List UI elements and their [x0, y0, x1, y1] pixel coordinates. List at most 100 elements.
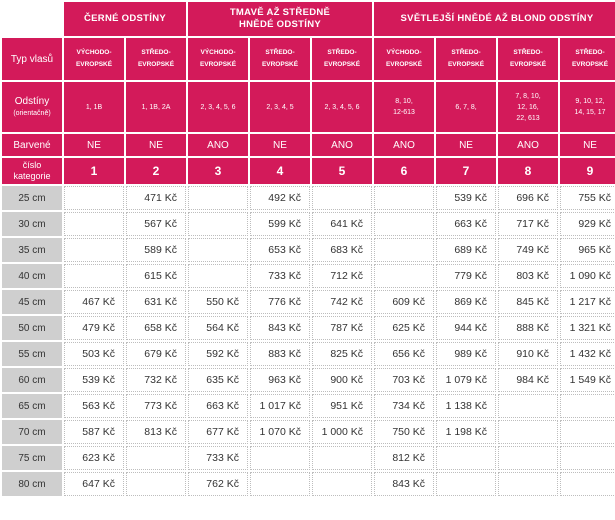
- hair-type-cell-4: STŘEDO- EVROPSKÉ: [250, 38, 310, 80]
- price-cell: 677 Kč: [188, 420, 248, 444]
- price-cell: 750 Kč: [374, 420, 435, 444]
- price-cell: 717 Kč: [498, 212, 559, 236]
- price-cell: [374, 186, 435, 210]
- length-cell: 30 cm: [2, 212, 62, 236]
- hair-type-cell-3: VÝCHODO- EVROPSKÉ: [188, 38, 248, 80]
- category-cell-4: 4: [250, 158, 310, 184]
- price-cell: [560, 420, 615, 444]
- price-cell: 910 Kč: [498, 342, 559, 366]
- shades-note: (orientačně): [13, 109, 51, 117]
- price-cell: 492 Kč: [250, 186, 310, 210]
- table-row: 80 cm 647 Kč 762 Kč 843 Kč: [2, 472, 615, 496]
- dyed-cell-9: NE: [560, 134, 615, 156]
- length-cell: 45 cm: [2, 290, 62, 314]
- dyed-cell-5: ANO: [312, 134, 373, 156]
- price-cell: [312, 186, 373, 210]
- price-cell: 539 Kč: [64, 368, 124, 392]
- price-cell: 663 Kč: [436, 212, 497, 236]
- shades-row: Odstíny (orientačně) 1, 1B 1, 1B, 2A 2, 3, …: [2, 82, 615, 132]
- category-cell-8: 8: [498, 158, 559, 184]
- group-light-brown-blond: SVĚTLEJŠÍ HNĚDÉ AŽ BLOND ODSTÍNY: [374, 2, 615, 36]
- table-row: 55 cm 503 Kč 679 Kč 592 Kč 883 Kč 825 Kč 656 K…: [2, 342, 615, 366]
- price-cell: [312, 446, 373, 470]
- price-cell: [250, 446, 310, 470]
- price-cell: 755 Kč: [560, 186, 615, 210]
- table-row: 25 cm 471 Kč 492 Kč 539 Kč 696 Kč 755 Kč: [2, 186, 615, 210]
- price-cell: 1 000 Kč: [312, 420, 373, 444]
- price-cell: 592 Kč: [188, 342, 248, 366]
- price-cell: 1 079 Kč: [436, 368, 497, 392]
- price-cell: 733 Kč: [188, 446, 248, 470]
- price-cell: 550 Kč: [188, 290, 248, 314]
- price-cell: 845 Kč: [498, 290, 559, 314]
- table-row: 70 cm 587 Kč 813 Kč 677 Kč 1 070 Kč 1 000 Kč 7…: [2, 420, 615, 444]
- price-cell: 623 Kč: [64, 446, 124, 470]
- price-cell: 1 070 Kč: [250, 420, 310, 444]
- price-cell: 1 432 Kč: [560, 342, 615, 366]
- price-cell: 647 Kč: [64, 472, 124, 496]
- price-cell: [498, 394, 559, 418]
- price-cell: 656 Kč: [374, 342, 435, 366]
- price-cell: 742 Kč: [312, 290, 373, 314]
- hair-type-cell-6: VÝCHODO- EVROPSKÉ: [374, 38, 435, 80]
- price-cell: [560, 472, 615, 496]
- shades-label: Odstíny: [14, 95, 50, 107]
- price-cell: [126, 472, 186, 496]
- category-cell-9: 9: [560, 158, 615, 184]
- price-cell: [374, 238, 435, 262]
- table-row: 65 cm 563 Kč 773 Kč 663 Kč 1 017 Kč 951 Kč 734…: [2, 394, 615, 418]
- length-cell: 60 cm: [2, 368, 62, 392]
- price-cell: 779 Kč: [436, 264, 497, 288]
- price-cell: 843 Kč: [374, 472, 435, 496]
- price-cell: [250, 472, 310, 496]
- price-cell: 567 Kč: [126, 212, 186, 236]
- hair-type-cell-7: STŘEDO- EVROPSKÉ: [436, 38, 497, 80]
- price-cell: 703 Kč: [374, 368, 435, 392]
- price-cell: 587 Kč: [64, 420, 124, 444]
- hair-type-cell-1: VÝCHODO- EVROPSKÉ: [64, 38, 124, 80]
- price-cell: 773 Kč: [126, 394, 186, 418]
- price-cell: 883 Kč: [250, 342, 310, 366]
- table-row: 35 cm 589 Kč 653 Kč 683 Kč 689 Kč 749 Kč 965 K…: [2, 238, 615, 262]
- price-cell: 1 138 Kč: [436, 394, 497, 418]
- price-cell: [374, 264, 435, 288]
- price-cell: 635 Kč: [188, 368, 248, 392]
- price-cell: 589 Kč: [126, 238, 186, 262]
- price-cell: 631 Kč: [126, 290, 186, 314]
- price-cell: 563 Kč: [64, 394, 124, 418]
- price-cell: 679 Kč: [126, 342, 186, 366]
- price-cell: 812 Kč: [374, 446, 435, 470]
- price-cell: [64, 264, 124, 288]
- price-cell: 963 Kč: [250, 368, 310, 392]
- price-cell: 984 Kč: [498, 368, 559, 392]
- price-cell: [498, 446, 559, 470]
- price-cell: 599 Kč: [250, 212, 310, 236]
- price-cell: 653 Kč: [250, 238, 310, 262]
- price-cell: 689 Kč: [436, 238, 497, 262]
- category-cell-7: 7: [436, 158, 497, 184]
- row-label-hair-type: Typ vlasů: [2, 38, 62, 80]
- price-cell: [64, 238, 124, 262]
- hair-type-row: Typ vlasů VÝCHODO- EVROPSKÉ STŘEDO- EVROP…: [2, 38, 615, 80]
- price-cell: 803 Kč: [498, 264, 559, 288]
- group-header-row: ČERNÉ ODSTÍNY TMAVĚ AŽ STŘEDNĚ HNĚDÉ ODS…: [2, 2, 615, 36]
- price-cell: [188, 212, 248, 236]
- price-cell: 929 Kč: [560, 212, 615, 236]
- row-label-dyed: Barvené: [2, 134, 62, 156]
- price-cell: 615 Kč: [126, 264, 186, 288]
- price-cell: 734 Kč: [374, 394, 435, 418]
- shade-cell-9: 9, 10, 12, 14, 15, 17: [560, 82, 615, 132]
- price-cell: 900 Kč: [312, 368, 373, 392]
- length-cell: 25 cm: [2, 186, 62, 210]
- dyed-row: Barvené NE NE ANO NE ANO ANO NE ANO NE: [2, 134, 615, 156]
- price-cell: 733 Kč: [250, 264, 310, 288]
- price-cell: 787 Kč: [312, 316, 373, 340]
- price-cell: 641 Kč: [312, 212, 373, 236]
- length-cell: 55 cm: [2, 342, 62, 366]
- price-cell: 1 198 Kč: [436, 420, 497, 444]
- price-cell: 869 Kč: [436, 290, 497, 314]
- shade-cell-1: 1, 1B: [64, 82, 124, 132]
- length-cell: 35 cm: [2, 238, 62, 262]
- dyed-cell-3: ANO: [188, 134, 248, 156]
